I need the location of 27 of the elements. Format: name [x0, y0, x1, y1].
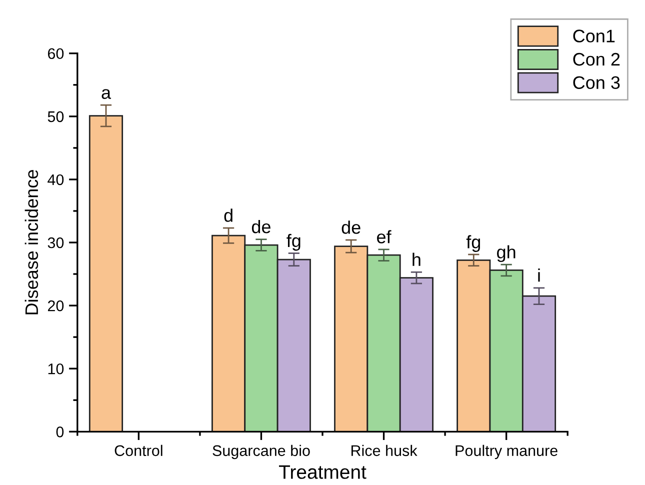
- data-label: gh: [497, 245, 516, 262]
- y-tick-label: 40: [48, 174, 64, 186]
- bar: [88, 115, 124, 432]
- x-axis-title: Treatment: [279, 465, 366, 479]
- data-label: fg: [286, 234, 300, 251]
- y-axis-title: Disease incidence: [24, 170, 38, 314]
- legend-label: Con 3: [573, 76, 620, 90]
- data-label: de: [342, 220, 360, 234]
- data-label: i: [538, 268, 540, 282]
- x-tick-label: Control: [114, 444, 162, 456]
- x-tick-label: Sugarcane bio: [212, 444, 310, 460]
- data-label: d: [224, 208, 232, 222]
- y-tick-label: 0: [56, 426, 64, 438]
- y-tick-label: 10: [48, 363, 64, 374]
- x-tick-label: Poultry manure: [456, 444, 558, 460]
- y-tick-label: 20: [48, 300, 64, 312]
- data-label: fg: [466, 235, 480, 252]
- data-label: ef: [377, 230, 392, 244]
- legend-label: Con 2: [573, 52, 620, 66]
- x-tick-label: Rice husk: [351, 444, 418, 456]
- data-label: de: [252, 220, 270, 234]
- data-label: a: [102, 89, 112, 99]
- y-tick-label: 30: [48, 237, 64, 248]
- data-label: h: [412, 252, 420, 266]
- y-tick-label: 60: [48, 48, 64, 60]
- y-tick-label: 50: [48, 111, 64, 122]
- legend-label: Con1: [573, 30, 615, 42]
